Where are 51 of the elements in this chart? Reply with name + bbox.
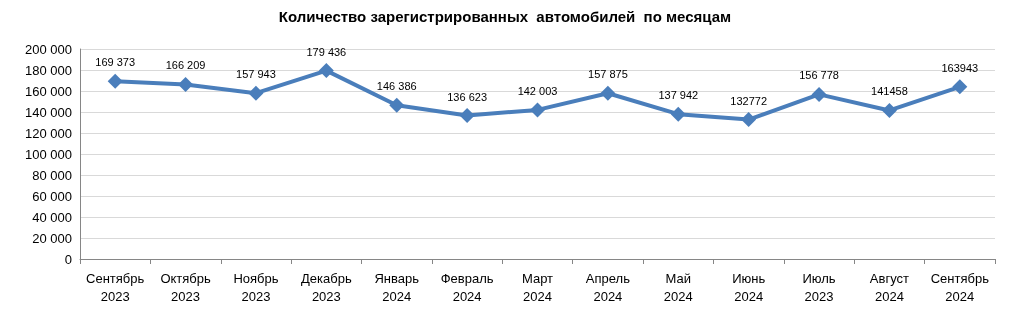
x-tick-label: Июнь 2024 — [732, 270, 766, 304]
x-tick-label: Март 2024 — [521, 270, 554, 304]
data-label: 169 373 — [95, 56, 136, 69]
point — [459, 108, 475, 124]
y-tick-label: 40 000 — [32, 209, 72, 225]
data-label: 142 003 — [517, 84, 558, 97]
point — [741, 112, 757, 128]
data-label: 157 943 — [236, 68, 276, 81]
x-tick-label: Сентябрь 2024 — [930, 270, 990, 304]
x-tick-label: Сентябрь 2023 — [86, 270, 145, 304]
data-label: 157 875 — [588, 68, 628, 81]
y-tick-label: 20 000 — [32, 230, 72, 246]
data-label: 132772 — [730, 94, 768, 107]
y-tick-label: 0 — [64, 251, 72, 267]
data-label: 146 386 — [376, 80, 417, 93]
point — [952, 79, 968, 95]
data-label: 163943 — [941, 61, 979, 74]
point — [811, 86, 827, 102]
point — [318, 63, 334, 79]
data-label: 179 436 — [306, 45, 347, 58]
x-tick-label: Апрель 2024 — [585, 270, 631, 304]
point — [389, 97, 405, 113]
x-tick-label: Ноябрь 2023 — [233, 270, 279, 304]
x-tick-label: Октябрь 2023 — [160, 270, 211, 304]
point — [530, 102, 545, 118]
point — [881, 102, 897, 118]
y-tick-label: 80 000 — [32, 167, 72, 183]
y-tick-label: 200 000 — [25, 41, 72, 57]
y-tick-label: 180 000 — [25, 62, 72, 78]
y-tick-label: 60 000 — [32, 188, 72, 204]
x-tick-label: Июль 2023 — [802, 270, 836, 304]
x-tick-label: Май 2024 — [663, 270, 693, 304]
y-tick-label: 120 000 — [25, 125, 72, 141]
x-tick-label: Февраль 2024 — [440, 270, 494, 304]
x-tick-label: Декабрь 2023 — [301, 270, 352, 304]
point — [248, 85, 264, 101]
point — [670, 106, 686, 122]
point — [600, 85, 616, 101]
y-tick-label: 100 000 — [25, 146, 72, 162]
chart-title: Количество зарегистрированных автомобилей по месяцам — [278, 8, 732, 25]
point — [178, 76, 194, 92]
data-label: 137 942 — [658, 89, 699, 102]
data-label: 156 778 — [799, 69, 839, 82]
data-label: 166 209 — [165, 59, 206, 72]
point — [107, 73, 123, 89]
x-tick-label: Август 2024 — [869, 270, 910, 304]
y-tick-label: 140 000 — [25, 104, 72, 120]
y-tick-label: 160 000 — [25, 83, 72, 99]
x-tick-label: Январь 2024 — [374, 270, 420, 304]
data-label: 136 623 — [447, 90, 487, 103]
data-label: 141458 — [871, 85, 908, 98]
